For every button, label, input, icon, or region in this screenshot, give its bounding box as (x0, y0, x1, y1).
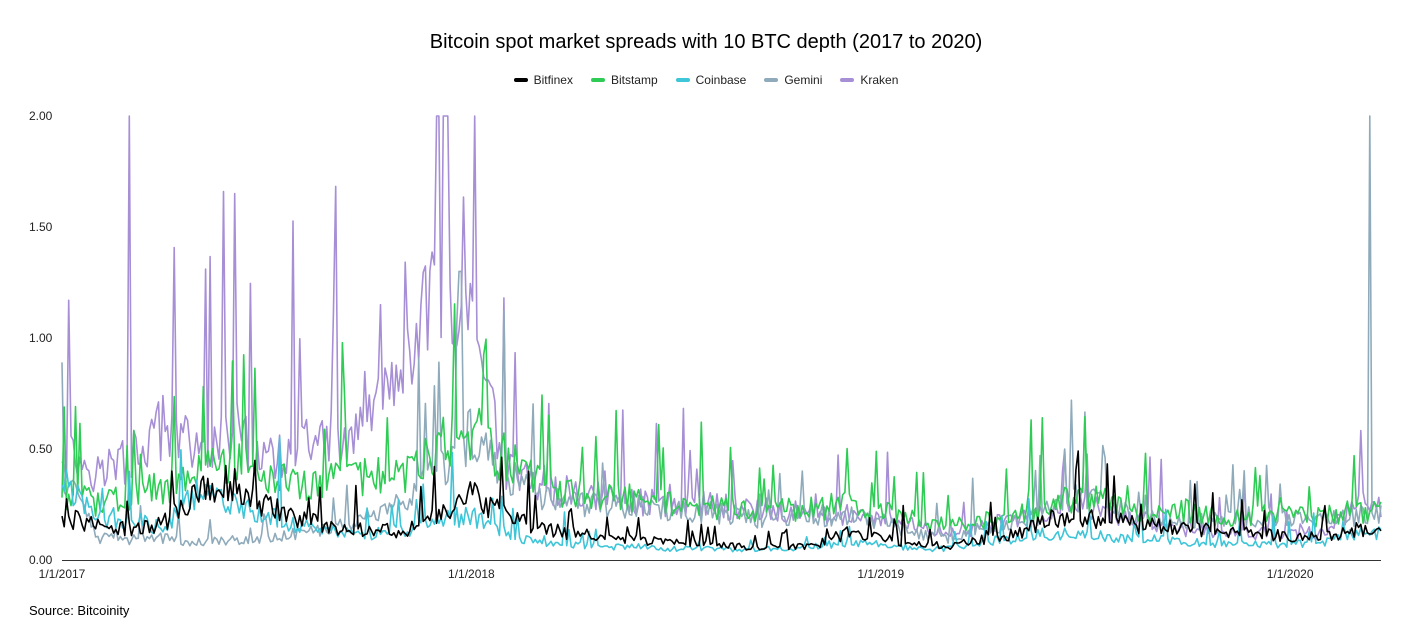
legend-label: Coinbase (695, 73, 747, 87)
x-tick-label: 1/1/2020 (1267, 567, 1314, 581)
legend-item-coinbase: Coinbase (675, 73, 747, 87)
legend-label: Bitfinex (533, 73, 573, 87)
legend-swatch (764, 78, 779, 82)
legend-item-gemini: Gemini (764, 73, 822, 87)
legend-swatch (675, 78, 690, 82)
series-line-gemini (61, 115, 1382, 547)
legend-label: Gemini (784, 73, 823, 87)
legend: Bitfinex Bitstamp Coinbase Gemini Kraken (0, 73, 1412, 87)
legend-item-bitfinex: Bitfinex (513, 73, 573, 87)
legend-swatch (590, 78, 605, 82)
y-tick-label: 2.00 (29, 109, 53, 123)
legend-swatch (840, 78, 855, 82)
x-tick-label: 1/1/2019 (857, 567, 904, 581)
legend-label: Bitstamp (610, 73, 658, 87)
legend-swatch (513, 78, 528, 82)
chart-title: Bitcoin spot market spreads with 10 BTC … (429, 31, 983, 53)
x-axis: 1/1/2017 1/1/2018 1/1/2019 1/1/2020 (39, 560, 1381, 581)
series-layer (61, 115, 1382, 553)
x-tick-label: 1/1/2018 (448, 567, 495, 581)
y-tick-label: 0.50 (29, 442, 53, 456)
y-tick-label: 0.00 (29, 553, 53, 567)
legend-item-bitstamp: Bitstamp (590, 73, 658, 87)
legend-label: Kraken (860, 73, 899, 87)
y-tick-label: 1.50 (29, 220, 53, 234)
series-line-bitfinex (61, 450, 1382, 551)
y-tick-label: 1.00 (29, 331, 53, 345)
series-line-coinbase (61, 436, 1382, 553)
source-note: Source: Bitcoinity (29, 603, 130, 618)
y-axis: 0.00 0.50 1.00 1.50 2.00 (29, 109, 53, 567)
x-tick-label: 1/1/2017 (39, 567, 86, 581)
legend-item-kraken: Kraken (840, 73, 898, 87)
series-line-bitstamp (61, 303, 1382, 532)
series-line-kraken (61, 115, 1382, 541)
